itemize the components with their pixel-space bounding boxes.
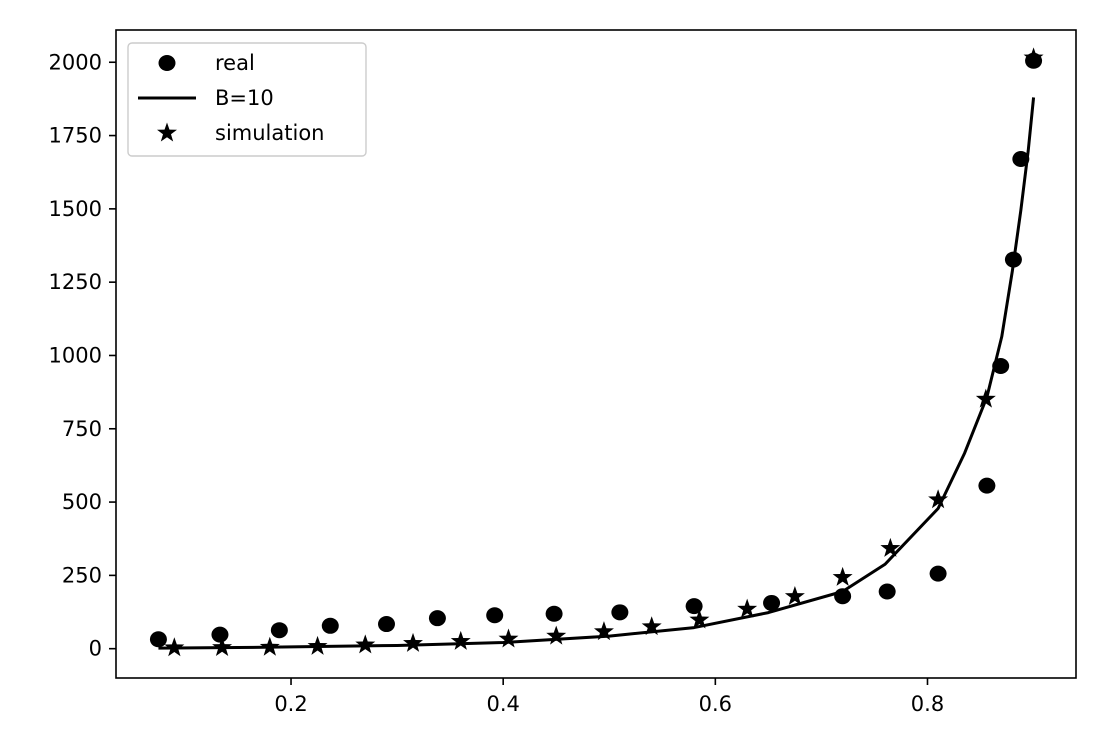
point-simulation — [641, 616, 662, 636]
y-tick-label: 500 — [62, 490, 102, 514]
point-simulation — [880, 537, 901, 557]
point-real — [611, 604, 629, 621]
axes-frame — [115, 29, 1077, 679]
point-simulation — [689, 609, 710, 629]
point-real — [929, 565, 947, 582]
axis-ticks: 0.2 0.4 0.6 0.8 0 250 500 750 1000 1250 1500 1750 20… — [49, 50, 945, 716]
y-tick-label: 1000 — [49, 343, 102, 367]
point-real — [685, 598, 703, 615]
series-line-B=10 — [158, 97, 1036, 650]
point-simulation — [164, 637, 185, 657]
point-real — [149, 631, 167, 648]
point-real — [545, 605, 563, 622]
point-real — [377, 616, 395, 633]
point-real — [763, 594, 781, 611]
point-real — [321, 617, 339, 634]
x-tick-label: 0.8 — [911, 692, 944, 716]
legend: real B=10 simulation — [127, 42, 367, 157]
point-simulation — [259, 636, 280, 656]
point-real — [992, 358, 1010, 375]
legend-label-B=10: B=10 — [215, 86, 274, 110]
point-simulation — [403, 632, 423, 652]
point-real — [428, 610, 446, 627]
point-real — [1004, 251, 1022, 268]
y-tick-label: 1750 — [49, 124, 102, 148]
point-simulation — [212, 637, 233, 656]
point-simulation — [498, 628, 519, 648]
point-real — [270, 622, 288, 639]
point-simulation — [737, 598, 758, 618]
y-tick-label: 0 — [89, 637, 102, 661]
point-simulation — [928, 489, 949, 509]
point-simulation — [975, 388, 996, 408]
y-tick-label: 1250 — [49, 270, 102, 294]
legend-label-simulation: simulation — [215, 121, 324, 145]
point-simulation — [832, 566, 853, 586]
point-simulation — [546, 625, 567, 645]
x-tick-label: 0.4 — [486, 692, 519, 716]
y-tick-label: 2000 — [49, 50, 102, 74]
point-real — [211, 626, 229, 643]
point-simulation — [450, 630, 471, 650]
point-simulation — [1023, 47, 1044, 67]
point-real — [486, 607, 504, 624]
point-real — [878, 583, 896, 600]
plot-area — [149, 47, 1044, 657]
legend-box — [127, 42, 367, 157]
y-tick-label: 250 — [62, 563, 102, 587]
point-real — [834, 588, 852, 605]
y-tick-label: 1500 — [49, 197, 102, 221]
point-simulation — [355, 634, 376, 654]
legend-marker-simulation — [157, 122, 177, 142]
legend-marker-real — [158, 55, 176, 71]
legend-label-real: real — [215, 51, 255, 75]
point-simulation — [784, 585, 805, 605]
x-tick-label: 0.6 — [699, 692, 732, 716]
point-simulation — [593, 621, 614, 641]
y-tick-label: 750 — [62, 417, 102, 441]
point-real — [978, 477, 996, 494]
x-tick-label: 0.2 — [274, 692, 307, 716]
point-simulation — [307, 635, 328, 655]
point-real — [1012, 151, 1030, 168]
